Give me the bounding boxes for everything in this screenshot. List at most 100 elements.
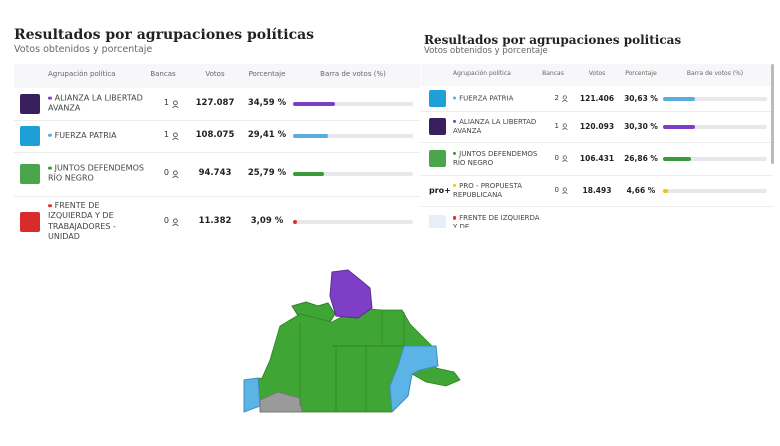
party-logo xyxy=(20,94,40,114)
header-band xyxy=(14,64,420,88)
row-separator xyxy=(14,120,420,121)
seat-icon xyxy=(171,218,179,227)
party-name: FUERZA PATRIA xyxy=(54,130,117,140)
scrollbar xyxy=(771,64,774,164)
column-header: Agrupación política xyxy=(48,70,116,79)
map-region xyxy=(243,377,261,413)
party-dot xyxy=(453,151,457,155)
column-header: Bancas xyxy=(542,70,564,78)
party-name-box: PRO - PROPUESTA REPUBLICANA xyxy=(453,181,545,199)
percentage: 34,59 % xyxy=(247,98,287,109)
bar-track xyxy=(663,188,767,193)
percentage: 4,66 % xyxy=(626,185,656,195)
party-logo xyxy=(429,118,446,135)
bar-track xyxy=(293,134,413,138)
party-dot xyxy=(48,133,52,138)
vote-bar xyxy=(293,220,297,224)
party-name-box: ALIANZA LA LIBERTAD AVANZA xyxy=(453,117,545,135)
column-header: Bancas xyxy=(150,70,176,79)
party-dot xyxy=(453,216,457,220)
column-header: Porcentaje xyxy=(625,70,657,78)
party-logo xyxy=(20,164,40,184)
seats: 1 xyxy=(554,121,559,130)
party-name: FUERZA PATRIA xyxy=(459,93,514,102)
bar-track xyxy=(293,102,413,106)
party-dot xyxy=(453,96,457,100)
party-dot xyxy=(453,183,457,187)
map-region xyxy=(389,345,439,414)
bar-track xyxy=(663,124,767,129)
seat-icon xyxy=(561,95,568,103)
seat-icon xyxy=(171,132,179,141)
bar-track xyxy=(293,220,413,224)
vote-bar xyxy=(293,102,335,106)
seats: 1 xyxy=(163,130,169,140)
seat-icon xyxy=(171,100,179,109)
seats: 0 xyxy=(554,153,559,162)
left-title: Resultados por agrupaciones políticas xyxy=(14,27,315,43)
votes: 127.087 xyxy=(195,98,235,109)
party-name: JUNTOS DEFENDEMOS RÍO NEGRO xyxy=(453,149,538,167)
party-name-box: FRENTE DE IZQUIERDA Y DE TRABAJADORES - … xyxy=(48,201,146,243)
votes: 11.382 xyxy=(198,216,232,227)
map-region xyxy=(259,391,303,413)
vote-bar xyxy=(293,172,324,176)
bar-track xyxy=(663,96,767,101)
party-name: ALIANZA LA LIBERTAD AVANZA xyxy=(453,117,537,135)
seat-icon xyxy=(561,155,568,163)
seats: 1 xyxy=(163,98,169,108)
map-region xyxy=(329,269,373,319)
party-name-box: JUNTOS DEFENDEMOS RÍO NEGRO xyxy=(453,149,545,167)
vote-bar xyxy=(663,156,691,161)
vote-bar xyxy=(663,188,668,193)
percentage: 25,79 % xyxy=(247,168,287,179)
column-header: Porcentaje xyxy=(248,70,286,79)
column-header: Barra de votos (%) xyxy=(686,70,744,78)
seats: 0 xyxy=(163,216,169,226)
right-table: Agrupación política Bancas Votos Porcentaje… xyxy=(421,64,773,228)
votes: 18.493 xyxy=(582,185,612,195)
party-dot xyxy=(48,203,52,208)
header-band xyxy=(421,64,773,86)
seat-icon xyxy=(561,123,568,131)
row-separator xyxy=(14,152,420,153)
seats: 0 xyxy=(554,185,559,194)
percentage: 26,86 % xyxy=(624,153,658,163)
vote-bar xyxy=(663,124,695,129)
party-dot xyxy=(48,96,52,100)
party-logo xyxy=(429,90,446,107)
row-separator xyxy=(14,196,420,197)
party-name: PRO - PROPUESTA REPUBLICANA xyxy=(453,181,523,199)
left-subtitle: Votos obtenidos y porcentaje xyxy=(14,44,153,55)
column-header: Votos xyxy=(588,70,606,78)
party-name: FRENTE DE IZQUIERDA Y DE xyxy=(453,213,540,228)
column-header: Votos xyxy=(205,70,225,79)
votes: 121.406 xyxy=(579,93,615,103)
percentage: 29,41 % xyxy=(247,130,287,141)
column-header: Barra de votos (%) xyxy=(320,70,386,79)
percentage: 3,09 % xyxy=(250,216,284,227)
seat-icon xyxy=(561,187,568,195)
right-subtitle: Votos obtenidos y porcentaje xyxy=(424,46,548,56)
party-logo xyxy=(20,212,40,232)
bar-track xyxy=(293,172,413,176)
party-name-box: FUERZA PATRIA xyxy=(48,131,146,141)
map xyxy=(243,269,461,414)
percentage: 30,30 % xyxy=(624,121,658,131)
party-dot xyxy=(453,119,457,123)
party-name: ALIANZA LA LIBERTAD AVANZA xyxy=(48,93,143,113)
party-logo: pro+ xyxy=(429,186,451,195)
seats: 2 xyxy=(554,93,559,102)
right-title: Resultados por agrupaciones politicas xyxy=(424,33,682,47)
left-table: Agrupación política Bancas Votos Porcentaje… xyxy=(14,64,420,254)
vote-bar xyxy=(293,134,329,138)
bar-track xyxy=(663,156,767,161)
party-name: FRENTE DE IZQUIERDA Y DE TRABAJADORES - … xyxy=(48,201,116,242)
seat-icon xyxy=(171,170,179,179)
party-name-box: ALIANZA LA LIBERTAD AVANZA xyxy=(48,94,146,115)
votes: 108.075 xyxy=(195,130,235,141)
percentage: 30,63 % xyxy=(624,93,658,103)
row-separator xyxy=(421,175,773,176)
row-separator xyxy=(421,111,773,112)
